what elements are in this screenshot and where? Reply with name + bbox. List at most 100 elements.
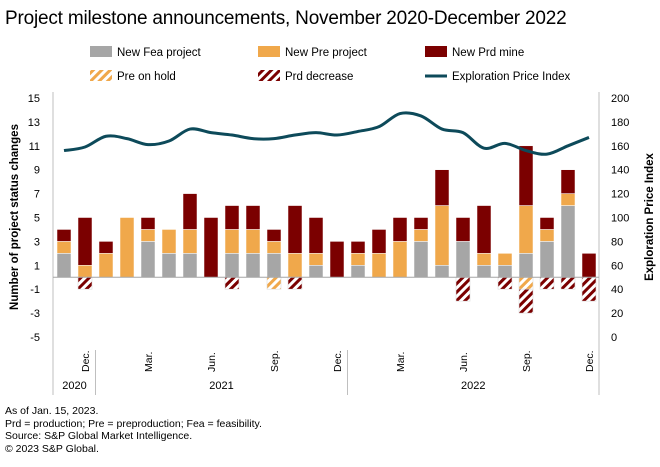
bar-prd-decrease xyxy=(287,276,303,290)
bar-new-prd-mine xyxy=(518,145,534,206)
bar-new-prd-mine xyxy=(413,217,429,230)
bar-prd-decrease xyxy=(518,288,534,314)
bar-new-pre-project xyxy=(392,241,408,278)
bar-pre-on-hold xyxy=(518,276,534,290)
x-tick-label: Sep. xyxy=(269,350,281,372)
y2-tick-label: 160 xyxy=(611,141,629,153)
exploration-price-index-line xyxy=(63,111,590,156)
y-tick-label: 11 xyxy=(29,141,40,153)
bar-new-fea-project xyxy=(539,241,555,278)
bar-new-fea-project xyxy=(560,205,576,278)
bar-new-prd-mine xyxy=(203,217,219,278)
footnote: As of Jan. 15, 2023. xyxy=(5,405,99,417)
bar-new-prd-mine xyxy=(350,241,366,254)
bar-prd-decrease xyxy=(77,276,93,290)
y-axis-title: Number of project status changes xyxy=(9,124,21,310)
y2-tick-label: 80 xyxy=(611,236,623,248)
bar-new-fea-project xyxy=(224,253,240,278)
bar-new-pre-project xyxy=(350,253,366,266)
x-tick-label: Dec. xyxy=(584,350,596,372)
y2-tick-label: 140 xyxy=(611,165,629,177)
legend: New Fea project New Pre project New Prd mi… xyxy=(90,46,571,83)
x-tick-label: Sep. xyxy=(521,350,533,372)
bar-prd-decrease xyxy=(224,276,240,290)
bar-new-fea-project xyxy=(497,265,513,278)
bar-new-pre-project xyxy=(287,253,303,278)
legend-swatch xyxy=(258,46,280,57)
bar-new-pre-project xyxy=(539,229,555,242)
bar-new-prd-mine xyxy=(455,217,471,242)
bar-new-fea-project xyxy=(56,253,72,278)
bar-new-pre-project xyxy=(476,253,492,266)
x-tick-label: Jun. xyxy=(458,352,470,372)
legend-swatch xyxy=(90,70,112,81)
bar-prd-decrease xyxy=(497,276,513,290)
bar-new-fea-project xyxy=(455,241,471,278)
y2-tick-label: 180 xyxy=(611,117,629,129)
legend-swatch xyxy=(425,46,447,57)
y2-tick-label: 40 xyxy=(611,284,623,296)
bar-new-fea-project xyxy=(245,253,261,278)
y2-tick-label: 200 xyxy=(611,93,629,105)
footnote: Source: S&P Global Market Intelligence. xyxy=(5,430,193,442)
bar-new-fea-project xyxy=(413,241,429,278)
bar-new-pre-project xyxy=(560,193,576,206)
bar-new-fea-project xyxy=(476,265,492,278)
bar-new-pre-project xyxy=(77,265,93,278)
bar-prd-decrease xyxy=(581,276,597,302)
bar-new-pre-project xyxy=(371,253,387,278)
bar-pre-on-hold xyxy=(266,276,282,290)
bar-new-prd-mine xyxy=(98,241,114,254)
bar-new-prd-mine xyxy=(182,193,198,230)
y2-tick-label: 100 xyxy=(611,213,629,225)
bars xyxy=(53,145,599,314)
bar-new-pre-project xyxy=(182,229,198,254)
y-tick-label: 15 xyxy=(28,93,40,105)
year-label: 2020 xyxy=(62,380,86,392)
axes: 15131197531-1-3-520018016014012010080604… xyxy=(9,92,656,395)
footnote: © 2023 S&P Global. xyxy=(5,442,99,455)
bar-new-pre-project xyxy=(56,241,72,254)
bar-new-fea-project xyxy=(266,253,282,278)
bar-new-prd-mine xyxy=(539,217,555,230)
bar-new-pre-project xyxy=(224,229,240,254)
bar-new-fea-project xyxy=(308,265,324,278)
legend-label: Pre on hold xyxy=(117,71,176,83)
bar-new-prd-mine xyxy=(434,169,450,206)
y2-tick-label: 0 xyxy=(611,332,617,344)
y-tick-label: 5 xyxy=(34,213,40,225)
bar-new-fea-project xyxy=(161,253,177,278)
y-tick-label: 7 xyxy=(34,189,40,201)
x-tick-label: Mar. xyxy=(395,352,407,372)
bar-new-prd-mine xyxy=(308,217,324,254)
y2-tick-label: 120 xyxy=(611,189,629,201)
bar-new-pre-project xyxy=(434,205,450,266)
bar-new-pre-project xyxy=(266,241,282,254)
y-tick-label: -3 xyxy=(30,308,40,320)
bar-new-prd-mine xyxy=(581,253,597,278)
bar-new-fea-project xyxy=(350,265,366,278)
bar-new-pre-project xyxy=(245,229,261,254)
bar-new-fea-project xyxy=(518,253,534,278)
y-tick-label: -5 xyxy=(30,332,40,344)
legend-swatch xyxy=(258,70,280,81)
x-tick-label: Dec. xyxy=(80,350,92,372)
bar-new-pre-project xyxy=(308,253,324,266)
y2-tick-label: 20 xyxy=(611,308,623,320)
footnotes: As of Jan. 15, 2023. Prd = production; P… xyxy=(5,405,262,455)
y2-tick-label: 60 xyxy=(611,260,623,272)
y-tick-label: 9 xyxy=(34,165,40,177)
bar-new-prd-mine xyxy=(77,217,93,266)
bar-new-pre-project xyxy=(98,253,114,278)
bar-new-prd-mine xyxy=(560,169,576,194)
legend-label: New Prd mine xyxy=(452,47,524,59)
bar-new-pre-project xyxy=(119,217,135,278)
chart-title: Project milestone announcements, Novembe… xyxy=(5,8,567,29)
y-tick-label: -1 xyxy=(30,284,40,296)
x-tick-label: Jun. xyxy=(206,352,218,372)
footnote: Prd = production; Pre = preproduction; F… xyxy=(5,417,262,430)
legend-label: Prd decrease xyxy=(285,71,353,83)
bar-new-pre-project xyxy=(518,205,534,254)
legend-label: Exploration Price Index xyxy=(452,71,571,83)
